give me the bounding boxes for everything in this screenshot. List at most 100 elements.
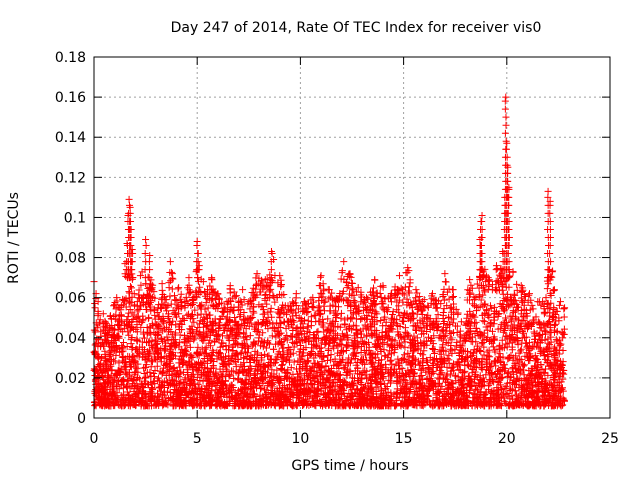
data-point bbox=[315, 282, 323, 290]
data-point bbox=[221, 326, 229, 334]
data-point bbox=[304, 317, 312, 325]
data-point bbox=[496, 381, 504, 389]
data-point bbox=[505, 283, 513, 291]
data-point bbox=[557, 340, 565, 348]
data-point bbox=[337, 309, 345, 317]
data-point bbox=[510, 308, 518, 316]
data-point bbox=[357, 370, 365, 378]
data-point bbox=[448, 293, 456, 301]
data-point bbox=[370, 284, 378, 292]
data-point bbox=[268, 332, 276, 340]
data-point bbox=[395, 302, 403, 310]
data-point bbox=[555, 301, 563, 309]
data-point bbox=[126, 282, 134, 290]
data-point bbox=[502, 340, 510, 348]
data-point bbox=[135, 286, 143, 294]
data-point bbox=[267, 381, 275, 389]
data-point bbox=[151, 367, 159, 375]
data-point bbox=[177, 290, 185, 298]
data-point bbox=[176, 363, 184, 371]
data-point bbox=[287, 332, 295, 340]
data-point bbox=[314, 327, 322, 335]
data-point bbox=[316, 311, 324, 319]
data-point bbox=[468, 312, 476, 320]
data-point bbox=[277, 364, 285, 372]
data-point bbox=[532, 355, 540, 363]
data-point bbox=[469, 300, 477, 308]
data-point bbox=[115, 359, 123, 367]
data-point bbox=[351, 355, 359, 363]
data-point bbox=[387, 298, 395, 306]
data-point bbox=[507, 385, 515, 393]
data-point bbox=[485, 382, 493, 390]
data-point bbox=[289, 298, 297, 306]
data-point bbox=[547, 333, 555, 341]
data-point bbox=[457, 377, 465, 385]
data-point bbox=[135, 306, 143, 314]
data-point bbox=[472, 307, 480, 315]
data-point bbox=[443, 288, 451, 296]
data-point bbox=[174, 285, 182, 293]
data-point bbox=[339, 297, 347, 305]
data-point bbox=[520, 317, 528, 325]
data-point bbox=[141, 356, 149, 364]
data-point bbox=[401, 283, 409, 291]
data-point bbox=[433, 304, 441, 312]
data-point bbox=[532, 313, 540, 321]
data-point bbox=[522, 333, 530, 341]
data-point bbox=[190, 318, 198, 326]
data-point bbox=[196, 283, 204, 291]
data-point bbox=[422, 368, 430, 376]
data-point bbox=[106, 361, 114, 369]
data-point bbox=[231, 388, 239, 396]
data-point bbox=[119, 339, 127, 347]
data-point bbox=[292, 325, 300, 333]
data-point bbox=[537, 301, 545, 309]
data-point bbox=[440, 296, 448, 304]
data-point bbox=[488, 368, 496, 376]
data-point bbox=[102, 336, 110, 344]
data-point bbox=[125, 288, 133, 296]
data-point bbox=[115, 385, 123, 393]
data-point bbox=[140, 334, 148, 342]
data-point bbox=[108, 366, 116, 374]
data-point bbox=[128, 293, 136, 301]
data-point bbox=[127, 363, 135, 371]
data-point bbox=[185, 281, 193, 289]
data-point bbox=[520, 381, 528, 389]
data-point bbox=[348, 314, 356, 322]
data-point bbox=[178, 345, 186, 353]
data-point bbox=[487, 369, 495, 377]
data-point bbox=[248, 314, 256, 322]
data-point bbox=[321, 340, 329, 348]
data-point bbox=[280, 374, 288, 382]
data-point bbox=[142, 361, 150, 369]
data-point bbox=[446, 304, 454, 312]
data-point bbox=[488, 327, 496, 335]
data-point bbox=[505, 302, 513, 310]
data-point bbox=[504, 369, 512, 377]
data-point bbox=[467, 281, 475, 289]
data-point bbox=[479, 317, 487, 325]
data-point bbox=[357, 334, 365, 342]
data-point bbox=[394, 355, 402, 363]
data-point bbox=[507, 318, 515, 326]
data-point bbox=[363, 356, 371, 364]
data-point bbox=[315, 317, 323, 325]
data-point bbox=[144, 338, 152, 346]
data-point bbox=[123, 388, 131, 396]
data-point bbox=[504, 355, 512, 363]
data-point bbox=[357, 315, 365, 323]
data-point bbox=[323, 357, 331, 365]
data-point bbox=[442, 278, 450, 286]
data-point bbox=[481, 318, 489, 326]
data-point bbox=[123, 342, 131, 350]
data-point bbox=[126, 306, 134, 314]
data-point bbox=[517, 345, 525, 353]
data-point bbox=[466, 362, 474, 370]
grid-layer bbox=[94, 57, 610, 418]
data-point bbox=[560, 313, 568, 321]
data-point bbox=[440, 317, 448, 325]
data-point bbox=[246, 332, 254, 340]
